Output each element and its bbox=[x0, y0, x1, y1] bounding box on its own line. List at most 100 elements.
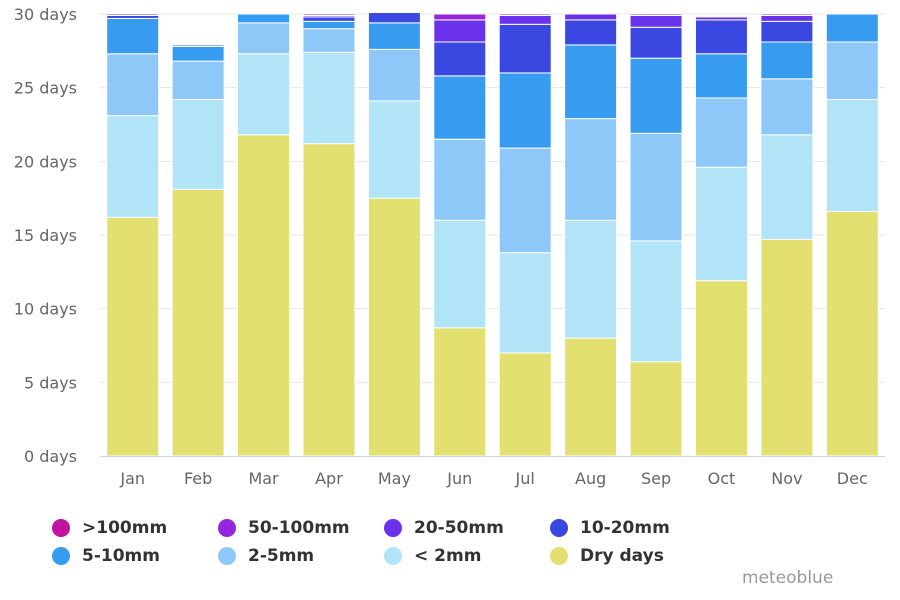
x-tick-label: Jul bbox=[515, 469, 535, 488]
bar-segment bbox=[694, 16, 748, 21]
bar-segment bbox=[367, 22, 421, 50]
bar-segment bbox=[629, 14, 683, 28]
bar-stack-dec bbox=[825, 13, 879, 457]
x-tick-label: Oct bbox=[708, 469, 736, 488]
bar-segment bbox=[629, 240, 683, 363]
bar-segment bbox=[498, 72, 552, 149]
bar-segment bbox=[433, 219, 487, 329]
bar-segment bbox=[433, 41, 487, 77]
bar-segment bbox=[106, 115, 160, 218]
legend-swatch-icon bbox=[218, 547, 236, 565]
bar-segment bbox=[498, 252, 552, 354]
x-tick-label: Sep bbox=[641, 469, 671, 488]
bar-stack-may bbox=[367, 12, 421, 457]
legend-label: < 2mm bbox=[414, 546, 482, 566]
bar-segment bbox=[171, 45, 225, 62]
bar-segment bbox=[629, 26, 683, 59]
y-tick-label: 5 days bbox=[24, 373, 77, 392]
bar-segment bbox=[302, 143, 356, 457]
bar-segment bbox=[433, 75, 487, 140]
bar-segment bbox=[564, 13, 618, 21]
bar-segment bbox=[171, 44, 225, 47]
bar-segment bbox=[367, 12, 421, 24]
bar-segment bbox=[498, 147, 552, 254]
bar-segment bbox=[433, 19, 487, 43]
bar-segment bbox=[760, 14, 814, 22]
legend-swatch-icon bbox=[52, 519, 70, 537]
y-tick-label: 30 days bbox=[14, 5, 77, 24]
bar-segment bbox=[564, 118, 618, 221]
legend-label: Dry days bbox=[580, 546, 664, 566]
legend-item[interactable]: 5-10mm bbox=[52, 542, 218, 570]
bar-segment bbox=[825, 210, 879, 457]
grid-lines bbox=[100, 13, 885, 383]
x-tick-label: Dec bbox=[837, 469, 868, 488]
legend-item[interactable]: 2-5mm bbox=[218, 542, 384, 570]
bar-segment bbox=[433, 327, 487, 457]
legend-item[interactable]: < 2mm bbox=[384, 542, 550, 570]
bar-segment bbox=[106, 53, 160, 117]
bar-segment bbox=[302, 51, 356, 145]
legend-swatch-icon bbox=[52, 547, 70, 565]
y-tick-label: 10 days bbox=[14, 300, 77, 319]
bar-stack-feb bbox=[171, 44, 225, 457]
bar-segment bbox=[694, 97, 748, 168]
bar-segment bbox=[433, 138, 487, 221]
bar-segment bbox=[694, 166, 748, 282]
bar-segment bbox=[825, 13, 879, 43]
bar-segment bbox=[106, 216, 160, 457]
legend-label: 2-5mm bbox=[248, 546, 315, 566]
y-tick-label: 0 days bbox=[24, 447, 77, 466]
legend-swatch-icon bbox=[218, 519, 236, 537]
bar-segment bbox=[367, 100, 421, 199]
bar-segment bbox=[825, 98, 879, 212]
bar-segment bbox=[760, 78, 814, 136]
bar-segment bbox=[302, 20, 356, 30]
x-tick-label: Jan bbox=[119, 469, 145, 488]
bar-stack-nov bbox=[760, 13, 814, 457]
bar-segment bbox=[694, 19, 748, 55]
bar-segment bbox=[564, 219, 618, 339]
bar-stack-jan bbox=[106, 13, 160, 457]
legend-item[interactable]: >100mm bbox=[52, 514, 218, 542]
bar-segment bbox=[171, 188, 225, 457]
bar-segment bbox=[237, 13, 291, 24]
bar-segment bbox=[106, 17, 160, 55]
legend-label: 10-20mm bbox=[580, 518, 670, 538]
bar-segment bbox=[498, 13, 552, 16]
legend-item[interactable]: 50-100mm bbox=[218, 514, 384, 542]
legend-item[interactable]: 20-50mm bbox=[384, 514, 550, 542]
bar-segment bbox=[760, 41, 814, 80]
legend-label: 50-100mm bbox=[248, 518, 350, 538]
bar-stack-sep bbox=[629, 13, 683, 457]
bar-segment bbox=[629, 361, 683, 457]
legend: >100mm 50-100mm 20-50mm 10-20mm 5-10mm 2-5mm <… bbox=[52, 514, 872, 570]
bar-segment bbox=[694, 280, 748, 457]
bar-segment bbox=[498, 14, 552, 25]
y-axis: 0 days 5 days 10 days 15 days 20 days 25 days… bbox=[14, 5, 77, 466]
y-tick-label: 20 days bbox=[14, 152, 77, 171]
bar-stack-oct bbox=[694, 16, 748, 457]
bar-segment bbox=[367, 197, 421, 457]
bar-segment bbox=[498, 23, 552, 74]
legend-item[interactable]: 10-20mm bbox=[550, 514, 716, 542]
x-tick-label: Feb bbox=[184, 469, 212, 488]
legend-swatch-icon bbox=[550, 547, 568, 565]
bar-segment bbox=[760, 238, 814, 457]
bar-segment bbox=[237, 134, 291, 457]
credit-text: meteoblue bbox=[742, 568, 834, 588]
bar-segment bbox=[629, 57, 683, 134]
bar-stack-jul bbox=[498, 13, 552, 457]
bar-segment bbox=[564, 44, 618, 120]
legend-label: >100mm bbox=[82, 518, 168, 538]
legend-item[interactable]: Dry days bbox=[550, 542, 716, 570]
bar-segment bbox=[564, 337, 618, 457]
y-tick-label: 15 days bbox=[14, 226, 77, 245]
x-tick-label: Apr bbox=[315, 469, 343, 488]
x-tick-label: Nov bbox=[771, 469, 802, 488]
bar-segment bbox=[106, 13, 160, 16]
legend-swatch-icon bbox=[384, 519, 402, 537]
y-tick-label: 25 days bbox=[14, 79, 77, 98]
bar-segment bbox=[367, 48, 421, 102]
bar-segment bbox=[760, 13, 814, 16]
